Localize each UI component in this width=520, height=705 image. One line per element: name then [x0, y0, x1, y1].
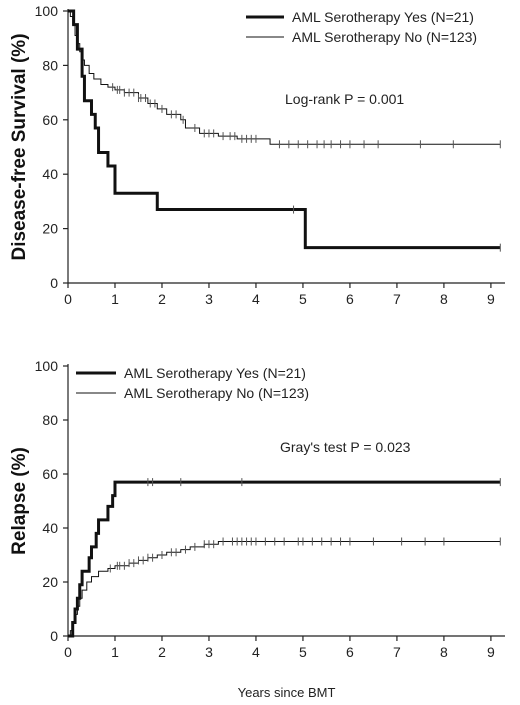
x-tick-label: 0: [64, 644, 72, 660]
y-tick-label: 100: [35, 358, 59, 374]
x-tick-label: 6: [346, 291, 354, 307]
x-tick-label: 1: [111, 644, 119, 660]
p-value-annotation: Log-rank P = 0.001: [285, 91, 404, 107]
y-tick-label: 80: [42, 412, 58, 428]
y-tick-label: 100: [35, 3, 59, 19]
x-tick-label: 8: [440, 644, 448, 660]
x-tick-label: 8: [440, 291, 448, 307]
x-tick-label: 7: [393, 644, 401, 660]
y-axis-label: Disease-free Survival (%): [9, 33, 30, 260]
y-tick-label: 60: [42, 466, 58, 482]
y-axis-label: Relapse (%): [9, 447, 30, 555]
x-tick-label: 4: [252, 291, 260, 307]
x-axis-label: Years since BMT: [238, 685, 336, 700]
x-tick-label: 3: [205, 644, 213, 660]
y-tick-label: 0: [50, 628, 58, 644]
y-tick-label: 20: [42, 574, 58, 590]
legend-label: AML Serotherapy Yes (N=21): [124, 365, 306, 381]
series-line-serotherapy-yes: [68, 480, 501, 638]
x-tick-label: 4: [252, 644, 260, 660]
x-tick-label: 0: [64, 291, 72, 307]
p-value-annotation: Gray's test P = 0.023: [280, 439, 411, 455]
x-tick-label: 7: [393, 291, 401, 307]
x-tick-label: 2: [158, 291, 166, 307]
relapse-chart: 0 20 40 60 80 100 0 1 2 3 4 5 6 7 8 9 Relapse (%) Years s…: [9, 358, 505, 700]
x-tick-label: 2: [158, 644, 166, 660]
legend-label: AML Serotherapy No (N=123): [292, 29, 477, 45]
x-tick-label: 9: [487, 644, 495, 660]
y-tick-label: 40: [42, 520, 58, 536]
x-tick-label: 3: [205, 291, 213, 307]
y-tick-label: 80: [42, 57, 58, 73]
x-tick-label: 1: [111, 291, 119, 307]
x-tick-label: 5: [299, 644, 307, 660]
series-line-serotherapy-no: [68, 10, 501, 145]
legend-label: AML Serotherapy No (N=123): [124, 385, 309, 401]
y-tick-label: 0: [50, 275, 58, 291]
survival-chart: 0 20 40 60 80 100 0 1 2 3 4 5 6 7 8 9 Disease-free Survi…: [9, 3, 505, 307]
series-line-serotherapy-no: [68, 541, 501, 637]
y-tick-label: 40: [42, 166, 58, 182]
x-tick-label: 6: [346, 644, 354, 660]
legend-label: AML Serotherapy Yes (N=21): [292, 9, 474, 25]
x-tick-label: 9: [487, 291, 495, 307]
y-tick-label: 60: [42, 112, 58, 128]
y-tick-label: 20: [42, 221, 58, 237]
x-tick-label: 5: [299, 291, 307, 307]
series-line-serotherapy-yes: [68, 9, 501, 250]
